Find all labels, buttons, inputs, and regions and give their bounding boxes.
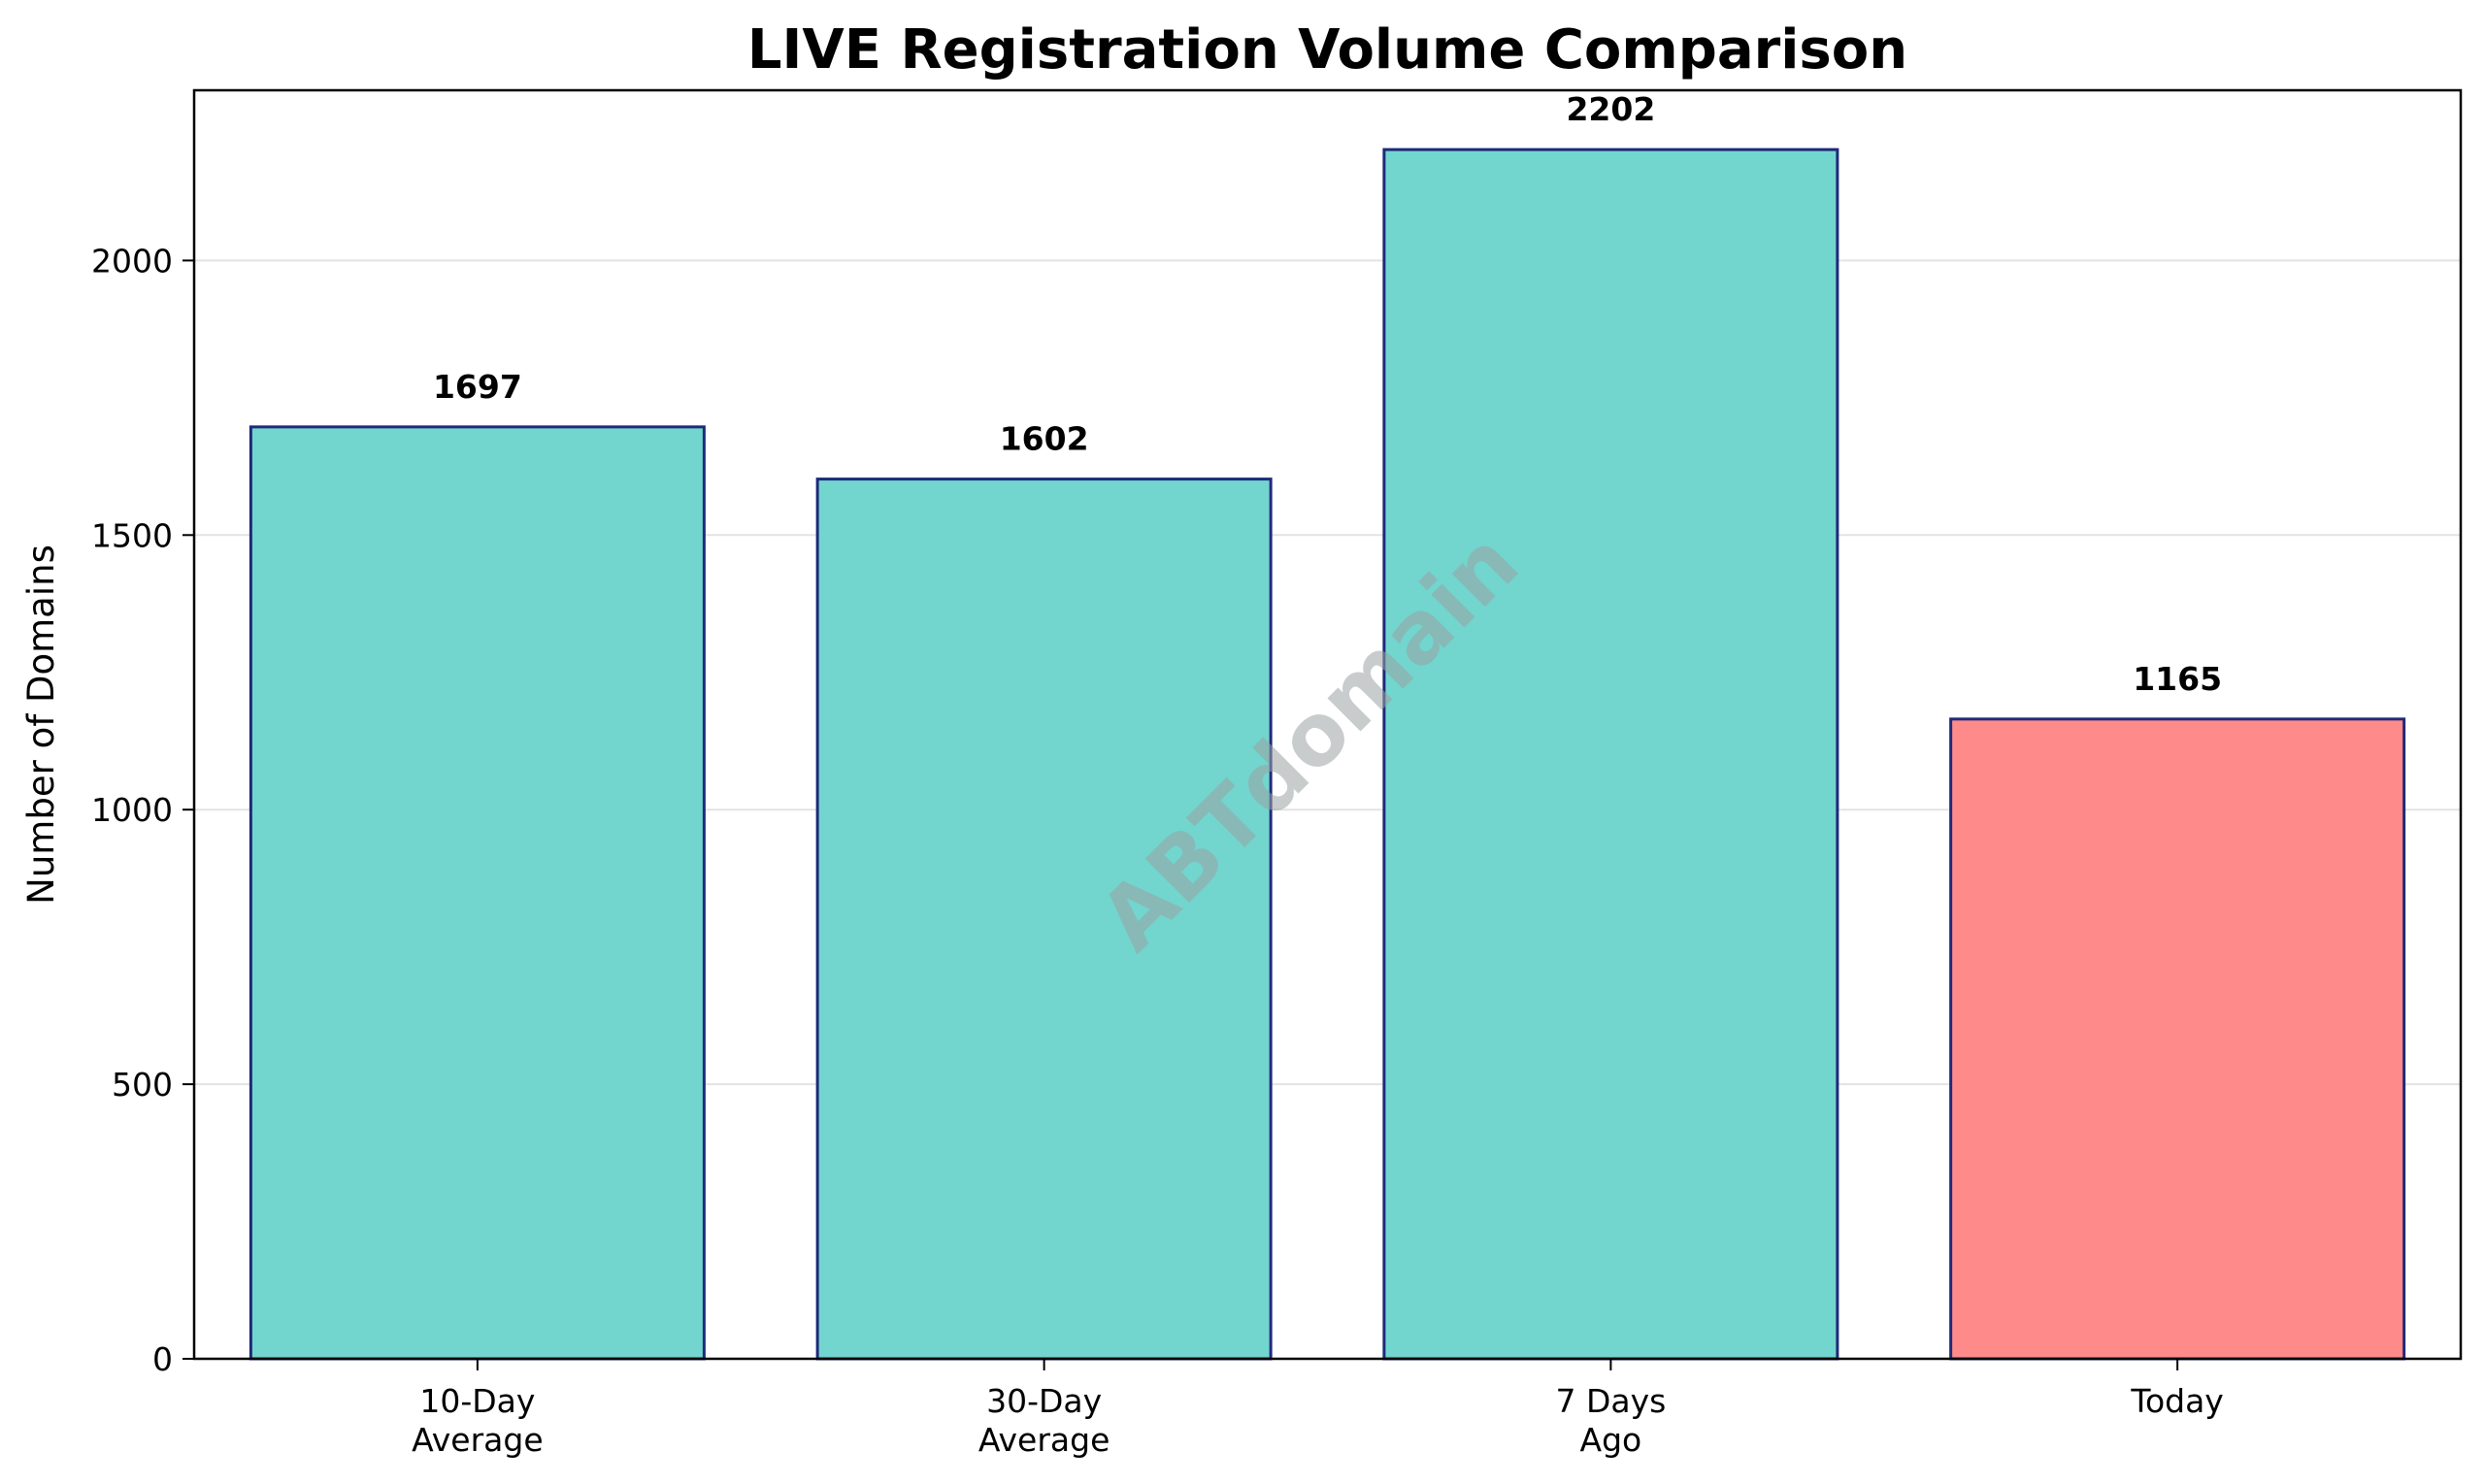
x-tick-label: Average — [978, 1421, 1110, 1459]
bar — [248, 425, 706, 1361]
x-tick-label: 10-Day — [419, 1382, 535, 1420]
data-label: 1697 — [433, 368, 522, 406]
y-tick-label: 0 — [152, 1340, 173, 1378]
data-label: 1165 — [2133, 660, 2222, 698]
y-axis-label: Number of Domains — [20, 544, 62, 905]
bars — [248, 148, 2406, 1361]
bar — [815, 478, 1273, 1361]
x-tick-label: Ago — [1580, 1421, 1642, 1459]
data-label: 2202 — [1566, 90, 1655, 128]
y-tick-label: 500 — [112, 1066, 173, 1104]
x-tick-label: Average — [412, 1421, 544, 1459]
x-tick-label: 30-Day — [986, 1382, 1102, 1420]
plot-frame — [192, 88, 2463, 1361]
value-labels: 1697 1602 2202 1165 — [433, 90, 2222, 698]
bar — [1382, 148, 1839, 1361]
x-tick-label: Today — [2130, 1382, 2223, 1420]
data-label: 1602 — [1000, 420, 1089, 458]
y-tick-label: 1500 — [91, 516, 173, 554]
chart-title: LIVE Registration Volume Comparison — [747, 18, 1907, 82]
bar — [1949, 717, 2406, 1361]
y-tick-label: 1000 — [91, 791, 173, 829]
x-tick-label: 7 Days — [1555, 1382, 1666, 1420]
y-tick-label: 2000 — [91, 242, 173, 280]
